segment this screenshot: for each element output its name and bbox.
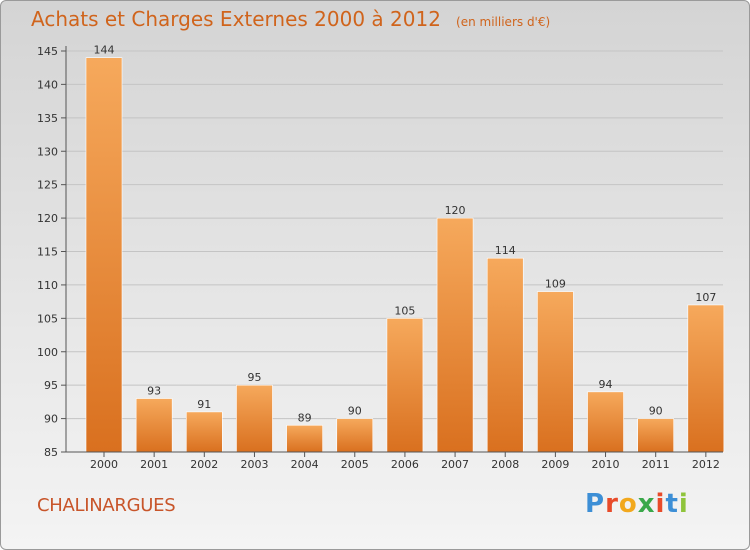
y-tick-label: 120 [37,212,58,225]
logo-letter: t [665,489,679,519]
data-label: 114 [495,244,516,257]
y-tick-label: 115 [37,246,58,259]
data-label: 95 [247,371,261,384]
x-tick-label: 2001 [140,458,168,471]
bar [336,418,374,453]
y-tick-label: 140 [37,78,58,91]
chart-header: Achats et Charges Externes 2000 à 2012 (… [31,7,550,31]
x-tick-label: 2010 [592,458,620,471]
bar [486,257,524,453]
data-label: 105 [394,304,415,317]
bar [537,291,574,453]
y-tick-label: 85 [44,446,58,459]
x-tick-label: 2007 [441,458,469,471]
y-tick-label: 125 [37,179,58,192]
y-tick-label: 130 [37,145,58,158]
x-tick-label: 2004 [291,458,319,471]
bar [637,418,674,453]
y-tick-label: 95 [44,379,58,392]
bar [587,391,624,453]
bar [286,424,323,453]
data-label: 144 [94,44,115,57]
bar [687,304,725,453]
data-label: 120 [445,204,466,217]
data-label: 90 [649,405,663,418]
x-tick-label: 2008 [491,458,519,471]
x-tick-label: 2002 [190,458,218,471]
x-tick-label: 2011 [642,458,670,471]
y-tick-label: 110 [37,279,58,292]
bar [186,411,223,453]
x-tick-label: 2005 [341,458,369,471]
proxiti-logo[interactable]: Proxiti [585,489,689,519]
x-tick-label: 2012 [692,458,720,471]
bars: 144 93 91 95 89 90 105 120 114 109 94 90 107 [85,44,725,453]
data-label: 89 [298,411,312,424]
logo-letter: i [678,489,689,519]
x-tick-label: 2006 [391,458,419,471]
x-tick-label: 2009 [541,458,569,471]
data-label: 94 [599,378,613,391]
data-label: 90 [348,405,362,418]
data-label: 91 [197,398,211,411]
y-tick-label: 105 [37,312,58,325]
axes: 85 90 95 100 105 110 115 120 125 130 135 140 145 2000… [37,45,723,471]
commune-name: CHALINARGUES [37,495,176,516]
bar [236,384,273,453]
y-tick-label: 145 [37,45,58,58]
chart-unit: (en milliers d'€) [456,15,551,29]
chart-title: Achats et Charges Externes 2000 à 2012 [31,7,441,31]
bar [436,217,474,453]
bar [135,398,173,453]
bar [85,57,123,453]
logo-letter: i [655,489,666,519]
logo-letter: r [605,489,619,519]
logo-letter: o [618,489,638,519]
logo-letter: x [637,489,656,519]
x-tick-label: 2000 [90,458,118,471]
data-label: 93 [147,385,161,398]
y-tick-label: 135 [37,112,58,125]
logo-letter: P [585,489,606,519]
y-tick-label: 100 [37,346,58,359]
x-tick-label: 2003 [240,458,268,471]
y-tick-label: 90 [44,413,58,426]
data-label: 109 [545,278,566,291]
data-label: 107 [695,291,716,304]
bar [386,318,424,453]
